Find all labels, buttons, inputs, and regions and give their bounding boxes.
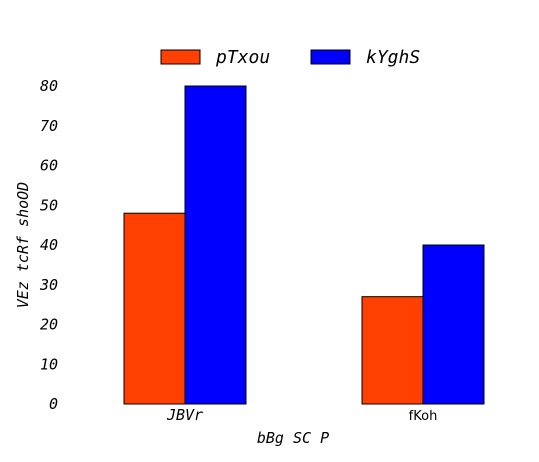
y-tick-label: 40 (40, 236, 58, 254)
y-tick-label: 30 (39, 276, 58, 294)
y-tick-label: 0 (49, 395, 58, 413)
y-tick-label: 70 (40, 117, 58, 135)
x-axis-ticks: JBVr fKoh (166, 406, 437, 424)
legend-swatch-series-1 (160, 49, 201, 65)
y-axis-ticks: 0 10 20 30 40 50 60 70 80 (39, 77, 58, 413)
bar-1-2 (361, 296, 424, 405)
x-axis-label: bBg SC P (257, 429, 329, 447)
bar-1-1 (123, 212, 186, 405)
y-tick-label: 10 (40, 355, 58, 373)
y-axis-label: VEz tcRf shoOD (14, 182, 32, 308)
y-tick-label: 20 (40, 316, 58, 334)
bars (123, 85, 485, 405)
y-tick-label: 60 (40, 157, 58, 175)
legend: pTxou kYghS (160, 47, 420, 68)
y-tick-label: 50 (40, 196, 58, 214)
x-tick-label: JBVr (166, 406, 203, 424)
y-tick-label: 80 (40, 77, 58, 95)
legend-swatch-series-2 (310, 49, 351, 65)
legend-label-series-1: pTxou (215, 47, 270, 68)
bar-2-2 (422, 244, 485, 405)
bar-2-1 (184, 85, 247, 405)
legend-label-series-2: kYghS (366, 47, 420, 68)
x-tick-label: fKoh (409, 409, 438, 424)
